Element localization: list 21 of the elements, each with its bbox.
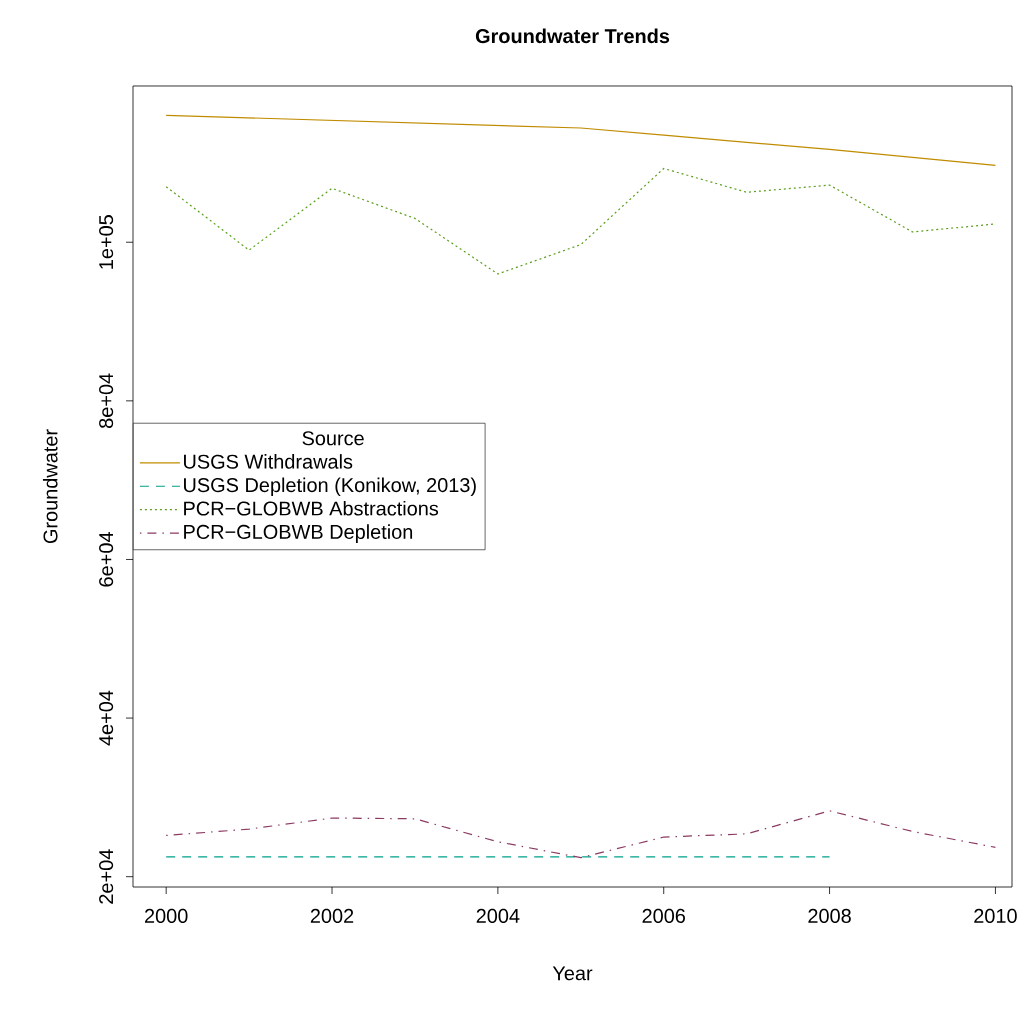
y-tick-label: 8e+04 <box>99 373 114 428</box>
chart-title: Groundwater Trends <box>475 28 670 44</box>
legend-label: PCR−GLOBWB Depletion <box>184 524 413 543</box>
x-axis-title: Year <box>552 966 593 981</box>
legend-label: PCR−GLOBWB Abstractions <box>184 500 439 516</box>
x-tick-label: 2010 <box>974 908 1017 923</box>
x-tick-label: 2004 <box>476 908 520 923</box>
y-axis-title: Groundwater <box>42 429 58 544</box>
x-tick-label: 2008 <box>808 908 851 923</box>
legend-label: USGS Withdrawals <box>184 454 353 469</box>
y-tick-label: 2e+04 <box>99 849 114 904</box>
y-tick-label: 6e+04 <box>99 532 114 587</box>
line-series <box>165 114 997 166</box>
y-tick-label: 1e+05 <box>99 215 114 269</box>
x-tick-label: 2006 <box>642 908 685 923</box>
legend-label: USGS Depletion (Konikow, 2013) <box>184 477 476 497</box>
legend-title: Source <box>302 431 364 446</box>
y-tick-label: 4e+04 <box>99 690 114 746</box>
line-series <box>165 810 997 859</box>
x-tick-label: 2000 <box>145 908 188 923</box>
x-tick-label: 2002 <box>310 908 354 923</box>
